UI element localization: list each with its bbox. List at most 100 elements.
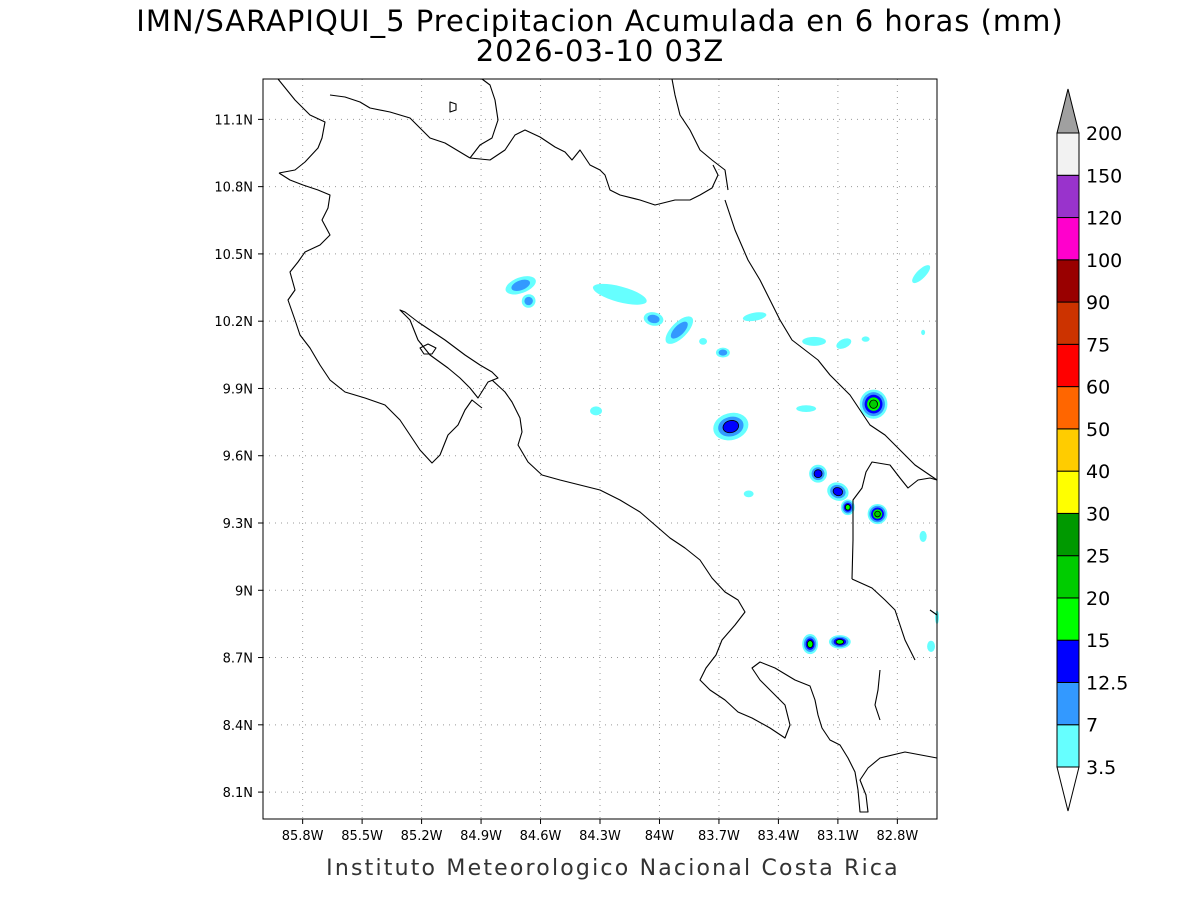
- colorbar-label: 20: [1086, 588, 1110, 610]
- coastline-borders: [277, 78, 938, 813]
- colorbar-swatch: [1056, 217, 1080, 261]
- colorbar-swatch: [1056, 301, 1080, 345]
- rain-contour-level: [511, 279, 531, 291]
- rain-cell: [836, 338, 852, 349]
- rain-cell: [521, 294, 536, 308]
- rain-contour-level: [813, 469, 823, 479]
- rain-cell: [715, 347, 730, 358]
- colorbar-under-arrow: [1056, 766, 1080, 812]
- rain-contour-level: [796, 405, 817, 412]
- rain-contour-level: [524, 296, 533, 306]
- lon-tick-label: 82.8W: [876, 829, 918, 844]
- colorbar-label: 12.5: [1086, 672, 1128, 694]
- colorbar-label: 40: [1086, 461, 1110, 483]
- lon-tick-label: 85.5W: [341, 829, 383, 844]
- colorbar-label: 3.5: [1086, 757, 1116, 779]
- lat-tick-label: 10.5N: [214, 248, 253, 263]
- colorbar-swatch: [1056, 681, 1080, 726]
- rain-contour-level: [832, 487, 844, 497]
- lat-tick-label: 9N: [235, 584, 253, 599]
- colorbar-label: 150: [1086, 165, 1122, 187]
- lon-tick-label: 84.6W: [520, 829, 562, 844]
- rain-cell: [742, 312, 767, 322]
- chart-title: IMN/SARAPIQUI_5 Precipitacion Acumulada …: [136, 4, 1064, 38]
- rain-cell: [802, 634, 819, 655]
- axis-tick-labels: 85.8W 85.5W 85.2W 84.9W 84.6W 84.3W 84W 83.7W 83…: [214, 113, 918, 844]
- colorbar-swatch: [1056, 386, 1080, 430]
- rain-cell: [802, 336, 826, 346]
- rain-cell: [859, 389, 888, 419]
- rain-cell: [592, 283, 647, 305]
- rain-contour-level: [835, 639, 845, 645]
- rain-cell: [699, 338, 708, 345]
- lon-tick-label: 83.1W: [817, 829, 859, 844]
- rain-cell: [643, 312, 664, 326]
- rain-contour-level: [718, 349, 728, 356]
- colorbar-label: 200: [1086, 123, 1122, 145]
- rain-contour-level: [699, 338, 708, 345]
- map-gridlines: [263, 79, 937, 819]
- precipitation-contours: [505, 265, 939, 655]
- rain-cell: [590, 406, 602, 416]
- rain-cell: [912, 265, 931, 284]
- colorbar-label: 50: [1086, 419, 1110, 441]
- rain-cell: [840, 499, 855, 516]
- colorbar-swatch: [1056, 512, 1080, 557]
- colorbar-label: 75: [1086, 334, 1110, 356]
- colorbar-label: 90: [1086, 292, 1110, 314]
- colorbar-swatch: [1056, 343, 1080, 388]
- lon-tick-label: 85.8W: [282, 829, 324, 844]
- credit-text: Instituto Meteorologico Nacional Costa R…: [326, 856, 900, 881]
- colorbar-swatch: [1056, 174, 1080, 219]
- rain-cell: [927, 640, 936, 652]
- map-background: [263, 79, 937, 819]
- rain-contour-level: [874, 510, 881, 518]
- rain-contour-level: [919, 530, 927, 543]
- rain-contour-level: [592, 283, 647, 305]
- lat-tick-label: 8.1N: [223, 786, 253, 801]
- rain-contour-level: [806, 640, 814, 649]
- colorbar-label: 30: [1086, 503, 1110, 525]
- rain-cell: [505, 276, 536, 295]
- rain-contour-level: [836, 338, 852, 349]
- rain-contour-level: [743, 490, 754, 498]
- rain-cell: [713, 412, 749, 441]
- lon-tick-label: 84W: [645, 829, 675, 844]
- rain-contour-level: [861, 336, 870, 342]
- colorbar-swatch: [1056, 555, 1080, 599]
- rain-cell: [861, 336, 870, 342]
- lat-tick-label: 8.4N: [223, 719, 253, 734]
- rain-cell: [867, 503, 888, 525]
- rain-cell: [921, 329, 926, 336]
- lat-tick-label: 10.2N: [214, 315, 253, 330]
- rain-contour-level: [921, 329, 926, 336]
- rain-contour-level: [802, 336, 826, 346]
- rain-contour-level: [647, 314, 660, 324]
- colorbar-swatch: [1056, 724, 1080, 768]
- rain-cell: [919, 530, 927, 543]
- colorbar-label: 100: [1086, 250, 1122, 272]
- rain-cell: [796, 405, 817, 412]
- colorbar-swatch: [1056, 259, 1080, 303]
- lat-tick-label: 11.1N: [214, 113, 253, 128]
- colorbar-swatch: [1056, 470, 1080, 514]
- colorbar-label: 120: [1086, 208, 1122, 230]
- rain-contour-level: [722, 420, 740, 434]
- rain-cell: [743, 490, 754, 498]
- rain-contour-level: [912, 265, 931, 284]
- lon-tick-label: 83.7W: [698, 829, 740, 844]
- rain-cell: [809, 464, 827, 483]
- rain-cell: [828, 635, 851, 649]
- colorbar-label: 25: [1086, 546, 1110, 568]
- colorbar-label: 60: [1086, 377, 1110, 399]
- colorbar-label: 15: [1086, 630, 1110, 652]
- colorbar-legend: 3.5 7 12.5 15 20 25 30 40 50 60 75 90 100 120 150 200: [1056, 88, 1128, 812]
- rain-contour-level: [670, 321, 688, 339]
- lat-tick-label: 9.3N: [223, 517, 253, 532]
- colorbar-swatch: [1056, 597, 1080, 641]
- lon-tick-label: 83.4W: [758, 829, 800, 844]
- chart-subtitle-date: 2026-03-10 03Z: [475, 34, 725, 68]
- colorbar-over-arrow: [1056, 88, 1080, 134]
- rain-contour-level: [869, 399, 878, 409]
